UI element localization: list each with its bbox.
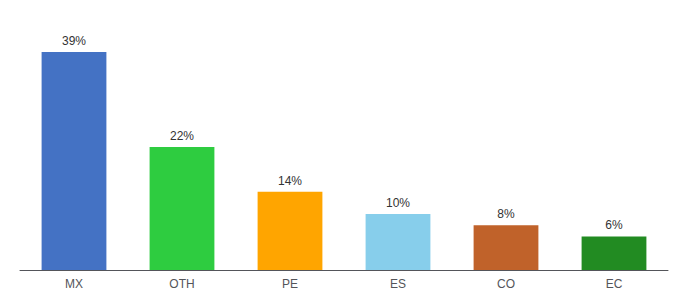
svg-text:CO: CO (497, 277, 515, 291)
svg-text:6%: 6% (605, 218, 623, 232)
svg-text:14%: 14% (278, 174, 302, 188)
svg-text:PE: PE (282, 277, 298, 291)
svg-text:OTH: OTH (169, 277, 194, 291)
svg-text:22%: 22% (170, 129, 194, 143)
svg-text:39%: 39% (62, 34, 86, 48)
svg-text:MX: MX (65, 277, 83, 291)
svg-text:EC: EC (606, 277, 623, 291)
svg-text:8%: 8% (497, 207, 515, 221)
svg-text:10%: 10% (386, 196, 410, 210)
svg-text:ES: ES (390, 277, 406, 291)
